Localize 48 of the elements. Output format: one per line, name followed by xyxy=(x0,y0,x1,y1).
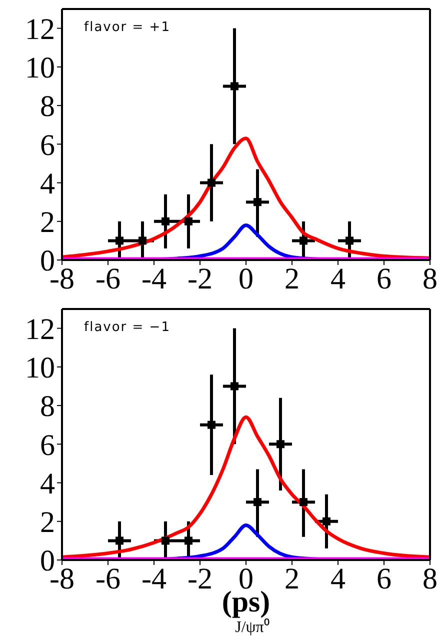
point xyxy=(276,440,284,448)
y-tick-label: 12 xyxy=(25,12,55,46)
y-tick-label: 10 xyxy=(25,52,55,85)
y-tick-label: 10 xyxy=(25,352,55,385)
x-tick-label: 2 xyxy=(284,562,300,596)
y-tick-label: 8 xyxy=(40,390,55,424)
x-tick-label: -6 xyxy=(96,262,120,296)
point xyxy=(116,536,124,545)
annotation: flavor = −1 xyxy=(84,320,170,335)
y-tick-label: 8 xyxy=(40,90,55,124)
point xyxy=(138,236,146,245)
point xyxy=(184,536,192,545)
point xyxy=(184,217,192,226)
x-tick-label: 0 xyxy=(238,262,254,296)
x-tick-label: -4 xyxy=(142,562,166,596)
point xyxy=(230,82,238,90)
y-tick-label: 12 xyxy=(25,312,55,346)
x-tick-label: 8 xyxy=(422,262,438,296)
y-tick-label: 2 xyxy=(40,206,55,240)
point xyxy=(208,178,216,187)
text: J/ψπ⁰ xyxy=(234,618,271,638)
x-tick-label: -2 xyxy=(188,562,212,596)
point xyxy=(230,382,238,390)
point xyxy=(162,536,170,545)
annotation: flavor = +1 xyxy=(84,20,170,35)
x-tick-label: 8 xyxy=(422,562,438,596)
y-tick-label: 6 xyxy=(40,128,55,162)
y-tick-label: 4 xyxy=(40,467,55,500)
x-tick-label: -4 xyxy=(142,262,166,296)
point xyxy=(300,498,308,506)
point xyxy=(116,236,124,245)
y-tick-label: 2 xyxy=(40,506,55,540)
point xyxy=(346,236,354,245)
x-tick-label: -6 xyxy=(96,562,120,596)
x-tick-label: 4 xyxy=(330,562,346,596)
point xyxy=(300,236,308,245)
x-tick-label: -2 xyxy=(188,262,212,296)
y-tick-label: 4 xyxy=(40,167,55,200)
point xyxy=(322,517,330,526)
point xyxy=(254,198,262,206)
x-tick-label: 4 xyxy=(330,262,346,296)
x-tick-label: 6 xyxy=(376,562,392,596)
point xyxy=(254,498,262,506)
x-tick-label: 2 xyxy=(284,262,300,296)
y-tick-label: 6 xyxy=(40,428,55,462)
point xyxy=(162,217,170,226)
point xyxy=(208,420,216,429)
x-tick-label: 6 xyxy=(376,262,392,296)
